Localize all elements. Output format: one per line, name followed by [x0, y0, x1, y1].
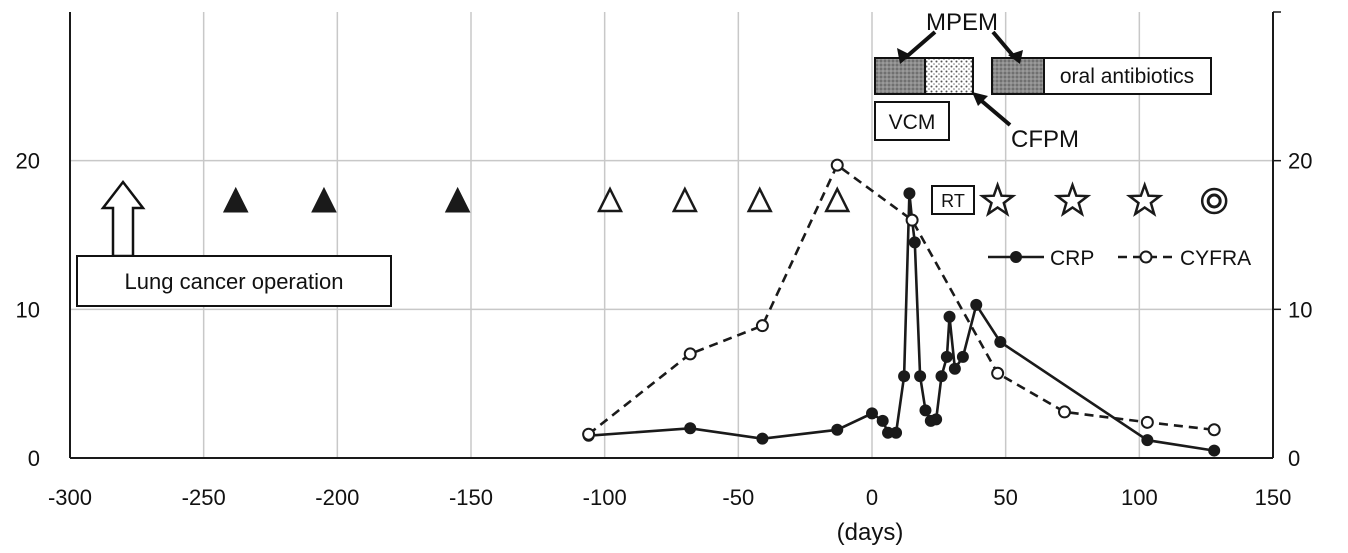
star-marker [1053, 181, 1092, 217]
data-point-cyfra [830, 158, 844, 172]
cfpm-arrow-head [972, 92, 988, 106]
y-left-tick-label: 20 [16, 149, 40, 174]
star-marker [1125, 181, 1164, 217]
operation-label: Lung cancer operation [125, 269, 344, 294]
mpem-box-2 [991, 57, 1045, 95]
data-point-crp [919, 404, 932, 417]
data-point-crp [866, 407, 878, 420]
vcm-label: VCM [889, 111, 936, 134]
cfpm-label: CFPM [1011, 126, 1079, 153]
data-point-cyfra [905, 213, 919, 227]
drug-annotations: MPEM oral antibiotics VCM CFPM [874, 9, 1212, 153]
x-tick-label: -100 [583, 485, 627, 510]
data-point-crp [914, 370, 927, 383]
mpem-arrow-2-shaft [991, 30, 1017, 60]
series-line-cyfra [587, 163, 1215, 436]
data-point-crp [898, 370, 911, 383]
data-point-crp [943, 310, 956, 323]
data-point-crp [890, 426, 903, 439]
operation-annotation: Lung cancer operation [76, 179, 392, 307]
data-point-crp [930, 413, 943, 426]
mpem-label: MPEM [926, 9, 998, 36]
x-tick-label: 150 [1255, 485, 1292, 510]
rt-label: RT [941, 191, 965, 211]
mpem-arrow-1-head [897, 48, 911, 64]
x-tick-label: -250 [182, 485, 226, 510]
data-point-cyfra [1140, 415, 1154, 429]
open-triangle-marker [824, 186, 851, 213]
data-point-cyfra [582, 427, 596, 441]
data-point-crp [956, 350, 969, 363]
x-tick-label: -300 [48, 485, 92, 510]
series-layer [582, 158, 1221, 457]
data-point-crp [1141, 434, 1154, 447]
data-point-crp [756, 432, 769, 445]
x-tick-label: 0 [866, 485, 878, 510]
y-right-tick-label: 10 [1288, 297, 1312, 322]
mpem-arrow-1-shaft [903, 30, 937, 60]
oral-antibiotics-label: oral antibiotics [1060, 65, 1194, 88]
vcm-box [874, 101, 950, 141]
star-marker [978, 181, 1017, 217]
data-point-crp [948, 362, 961, 375]
x-tick-label: 50 [993, 485, 1017, 510]
legend-label-cyfra: CYFRA [1180, 247, 1251, 270]
rt-annotation: RT [931, 185, 975, 215]
data-point-cyfra [1207, 423, 1221, 437]
event-marker-layer [222, 181, 1228, 217]
series-line-crp [588, 193, 1215, 452]
open-triangle-marker [596, 186, 624, 213]
rt-box [931, 185, 975, 215]
data-point-cyfra [755, 319, 769, 333]
bullseye-inner [1206, 193, 1222, 209]
filled-triangle-marker [222, 186, 249, 213]
data-point-crp [994, 336, 1007, 349]
operation-box [76, 255, 392, 307]
legend-label-crp: CRP [1050, 247, 1094, 270]
x-tick-label: 100 [1121, 485, 1158, 510]
grid-layer [70, 12, 1273, 458]
filled-triangle-marker [311, 186, 337, 213]
axis-layer: -300 -250 -200 -150 -100 -50 0 50 100 150 0 0 10 10 20… [16, 11, 1312, 510]
data-point-crp [935, 370, 948, 383]
data-point-cyfra [991, 366, 1005, 380]
x-axis-label: (days) [837, 519, 904, 546]
open-triangle-marker [746, 186, 773, 213]
data-point-crp [903, 187, 916, 200]
data-point-cyfra [1057, 405, 1071, 419]
open-triangle-marker [671, 186, 698, 213]
legend: CRP CYFRA [988, 247, 1251, 270]
y-right-tick-label: 0 [1288, 446, 1300, 471]
data-point-crp [1208, 444, 1221, 457]
x-tick-label: -150 [449, 485, 493, 510]
y-left-tick-label: 0 [28, 446, 40, 471]
y-right-tick-label: 20 [1288, 149, 1312, 174]
y-left-tick-label: 10 [16, 297, 40, 322]
legend-marker-cyfra [1139, 250, 1153, 264]
operation-arrow [100, 179, 146, 258]
data-point-crp [831, 423, 844, 436]
oral-antibiotics-box [1043, 57, 1212, 95]
x-tick-label: -50 [722, 485, 754, 510]
data-point-crp [684, 422, 697, 435]
data-point-crp [940, 350, 953, 363]
data-point-crp [970, 298, 983, 311]
mpem-arrow-2-head [1008, 50, 1023, 64]
cfpm-arrow-shaft [975, 95, 1012, 127]
data-point-crp [876, 414, 889, 427]
filled-triangle-marker [444, 186, 471, 213]
legend-marker-crp [1010, 251, 1022, 263]
cfpm-box [924, 57, 974, 95]
data-point-cyfra [683, 347, 697, 361]
data-point-crp [908, 236, 921, 249]
x-tick-label: -200 [315, 485, 359, 510]
